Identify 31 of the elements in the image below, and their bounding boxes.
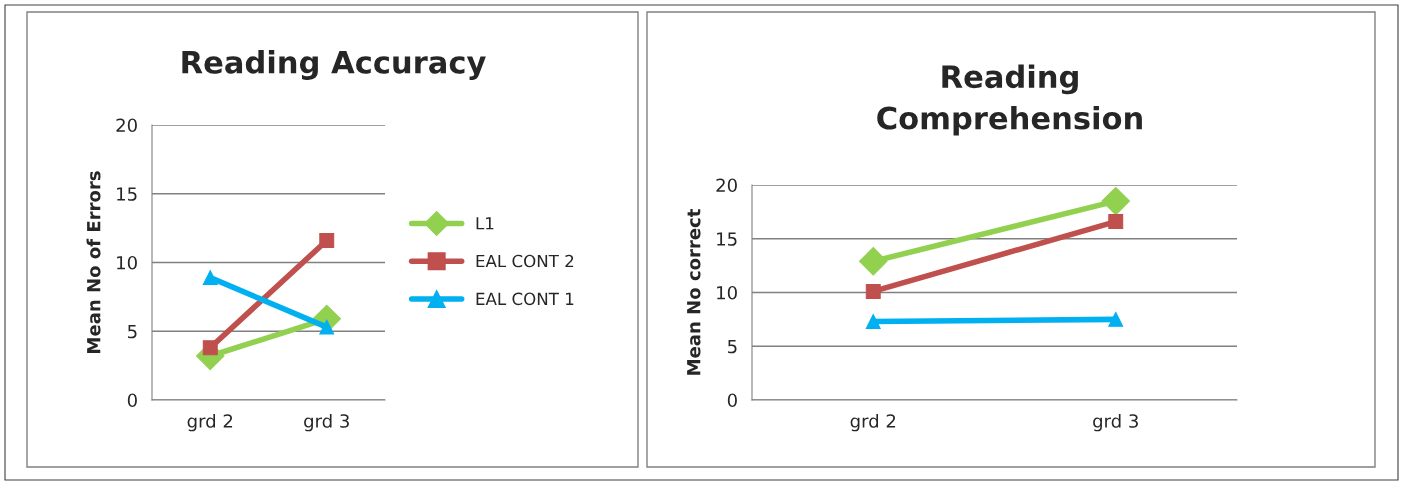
- x-tick-label: grd 3: [1093, 413, 1138, 432]
- legend-label: L1: [476, 217, 494, 230]
- y-tick-label: 10: [717, 285, 737, 300]
- y-tick-label: 0: [127, 393, 137, 408]
- y-axis-title: Mean No correct: [687, 209, 701, 375]
- x-tick-label: grd 3: [304, 413, 349, 432]
- point: [1108, 214, 1124, 230]
- y-axis-title: Mean No of Errors: [86, 171, 101, 353]
- y-tick-label: 20: [116, 118, 137, 133]
- chart-title: Reading Comprehension: [877, 64, 1142, 136]
- y-tick-label: 20: [716, 178, 737, 193]
- point: [1108, 311, 1124, 327]
- y-tick-label: 0: [727, 393, 737, 408]
- point: [858, 247, 888, 276]
- point: [319, 319, 335, 335]
- point: [1101, 186, 1131, 216]
- y-tick-label: 10: [117, 255, 137, 270]
- point: [202, 270, 218, 286]
- point: [865, 314, 881, 329]
- legend-label: EAL CONT 1: [476, 292, 574, 306]
- x-tick-label: grd 2: [187, 413, 233, 432]
- legend-label: EAL CONT 2: [476, 254, 574, 268]
- y-tick-label: 15: [117, 187, 137, 201]
- x-tick-label: grd 2: [850, 413, 896, 432]
- point: [865, 283, 881, 299]
- y-tick-label: 5: [128, 324, 137, 339]
- chart-title: Reading Accuracy: [182, 50, 486, 80]
- point: [319, 233, 335, 248]
- point: [202, 340, 218, 356]
- y-tick-label: 5: [728, 339, 737, 354]
- y-tick-label: 15: [717, 232, 737, 246]
